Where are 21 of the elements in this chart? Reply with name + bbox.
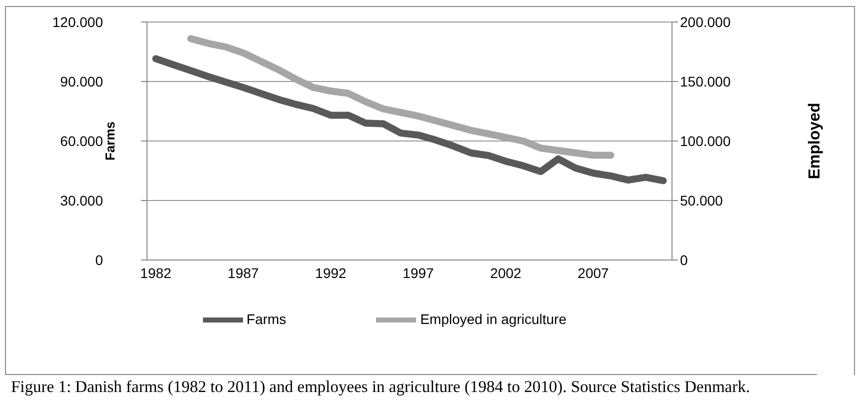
caption: Figure 1: Danish farms (1982 to 2011) and employees in agriculture (1984 to 2010). Source Statistics Denmark. [11,377,751,396]
y2-tick-label: 100.000 [680,132,731,149]
y-axis-title: Farms [102,121,118,161]
y2-tick-label: 50.000 [680,192,724,208]
y2-tick-label: 200.000 [680,14,731,30]
y2-tick-label: 0 [680,252,688,268]
legend-label: Farms [246,310,286,327]
x-tick-label: 1997 [402,264,434,281]
y-tick-label: 30.000 [60,192,104,208]
x-tick-label: 1982 [140,264,172,281]
x-tick-label: 2007 [578,264,610,281]
y-tick-label: 60.000 [60,132,104,149]
y-tick-label: 0 [95,252,104,268]
y-tick-label: 120.000 [52,14,104,30]
y2-tick-label: 150.000 [680,73,731,90]
y2-axis-title: Employed [806,102,824,180]
x-tick-label: 1992 [315,264,347,281]
x-tick-label: 2002 [490,264,522,281]
legend-label: Employed in agriculture [420,310,566,327]
y-tick-label: 90.000 [60,73,104,90]
x-tick-label: 1987 [228,264,260,281]
